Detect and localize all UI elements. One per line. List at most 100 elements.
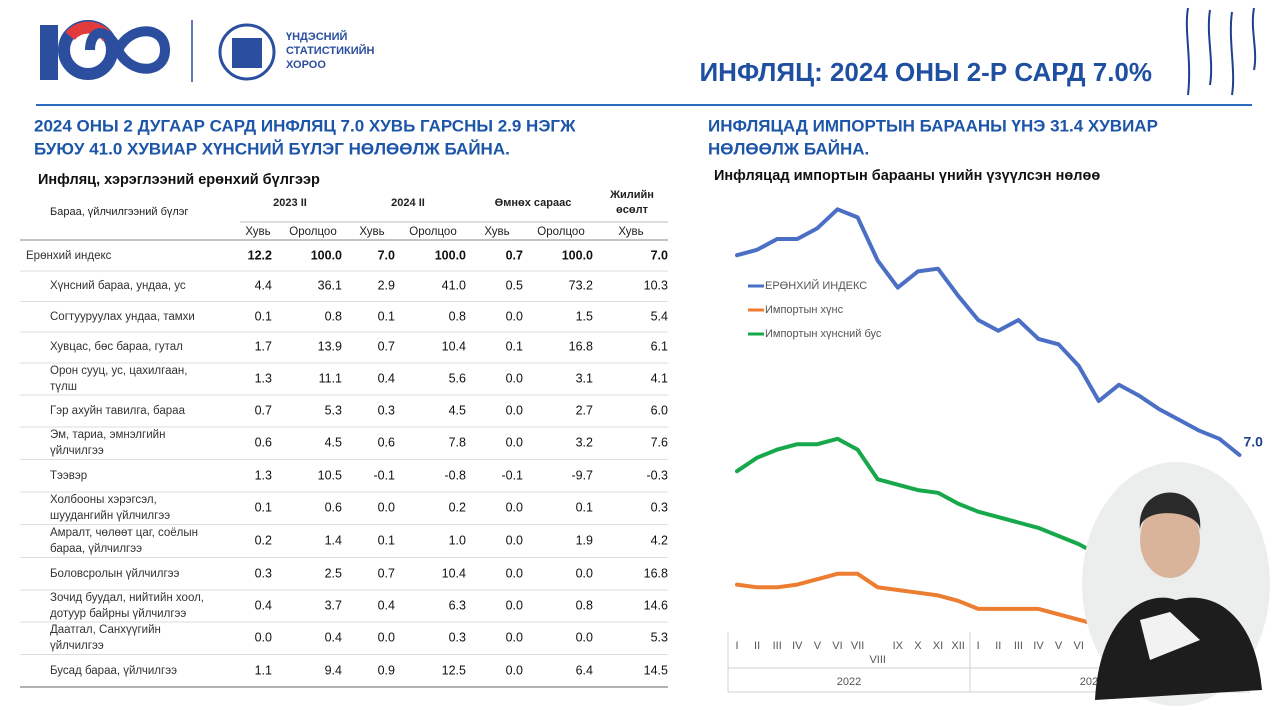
cell: 100.0	[562, 248, 593, 262]
cell: 4.5	[449, 403, 466, 417]
interpreter-video	[1082, 462, 1270, 706]
row-label: Бусад бараа, үйлчилгээ	[50, 665, 177, 677]
legend-label: ЕРӨНХИЙ ИНДЕКС	[765, 279, 867, 292]
cell: 0.4	[255, 598, 272, 612]
cell: 6.4	[576, 663, 593, 677]
cell: 0.7	[255, 403, 272, 417]
cell: 0.6	[255, 435, 272, 449]
x-tick-label: II	[754, 640, 760, 652]
cell: 2.7	[576, 403, 593, 417]
cell: 0.0	[506, 309, 523, 323]
cell: 0.7	[506, 248, 523, 262]
cell: 1.3	[255, 371, 272, 385]
cell: 0.3	[651, 500, 668, 514]
logo	[40, 20, 276, 82]
cell: 3.2	[576, 435, 593, 449]
x-tick-label: IV	[792, 640, 803, 652]
cell: 0.5	[506, 278, 523, 292]
row-label: Холбооны хэрэгсэл,	[50, 494, 157, 506]
cell: 0.0	[506, 566, 523, 580]
cell: 4.2	[651, 533, 668, 547]
column-subheader: Хувь	[245, 226, 270, 238]
cell: 2.9	[378, 278, 395, 292]
cell: 16.8	[644, 566, 668, 580]
row-label: бараа, үйлчилгээ	[50, 543, 142, 555]
x-tick-label: VI	[832, 640, 842, 652]
cell: -9.7	[571, 468, 593, 482]
cell: 0.0	[506, 371, 523, 385]
cell: 1.5	[576, 309, 593, 323]
cell: 0.0	[506, 598, 523, 612]
cell: 41.0	[442, 278, 466, 292]
cell: 0.9	[378, 663, 395, 677]
cell: 0.8	[449, 309, 466, 323]
cell: 0.6	[325, 500, 342, 514]
row-label: үйлчилгээ	[50, 445, 104, 457]
row-label: дотуур байрны үйлчилгээ	[50, 608, 186, 620]
row-label: Согтууруулах ундаа, тамхи	[50, 311, 195, 323]
cell: 4.4	[255, 278, 272, 292]
row-label: Ерөнхий индекс	[26, 250, 112, 262]
agency-name: ҮНДЭСНИЙ	[286, 30, 348, 43]
cell: 0.1	[506, 339, 523, 353]
year-label: 2022	[837, 676, 861, 688]
cell: 6.3	[449, 598, 466, 612]
cell: 0.7	[378, 566, 395, 580]
row-label: үйлчилгээ	[50, 640, 104, 652]
row-label: Боловсролын үйлчилгээ	[50, 568, 180, 580]
cell: 14.6	[644, 598, 668, 612]
agency-name: СТАТИСТИКИЙН	[286, 44, 375, 57]
column-subheader: Хувь	[484, 226, 509, 238]
x-tick-label: I	[977, 640, 980, 652]
cell: 0.1	[378, 309, 395, 323]
column-subheader: Хувь	[359, 226, 384, 238]
x-tick-label: XII	[951, 640, 964, 652]
row-label: Эм, тариа, эмнэлгийн	[50, 429, 165, 441]
row-label: Хувцас, бөс бараа, гутал	[50, 341, 183, 353]
cell: 13.9	[318, 339, 342, 353]
cell: 36.1	[318, 278, 342, 292]
cell: 7.8	[449, 435, 466, 449]
cell: 10.5	[318, 468, 342, 482]
data-label: 7.0	[1244, 434, 1264, 450]
column-header: Бараа, үйлчилгээний бүлэг	[50, 206, 188, 218]
row-label: Орон сууц, ус, цахилгаан,	[50, 365, 187, 377]
cell: 4.5	[325, 435, 342, 449]
cell: 0.1	[378, 533, 395, 547]
cell: 5.6	[449, 371, 466, 385]
cell: 0.3	[378, 403, 395, 417]
cell: 0.4	[378, 371, 395, 385]
column-header: 2024 II	[391, 197, 425, 209]
cell: 7.0	[651, 248, 668, 262]
cell: -0.8	[444, 468, 466, 482]
cell: 100.0	[311, 248, 342, 262]
table-title: Инфляц, хэрэглээний ерөнхий бүлгээр	[38, 172, 320, 188]
x-tick-label: V	[814, 640, 822, 652]
series-line	[735, 207, 1242, 457]
cell: 10.3	[644, 278, 668, 292]
cell: 0.3	[449, 630, 466, 644]
cell: 10.4	[442, 339, 466, 353]
cell: 0.0	[506, 663, 523, 677]
series-line	[735, 436, 1101, 557]
row-label: Гэр ахуйн тавилга, бараа	[50, 405, 186, 417]
column-header: Өмнөх сараас	[495, 197, 572, 209]
cell: 0.1	[255, 309, 272, 323]
x-tick-label: III	[773, 640, 782, 652]
cell: 10.4	[442, 566, 466, 580]
row-label: Амралт, чөлөөт цаг, соёлын	[50, 527, 198, 539]
cell: 1.9	[576, 533, 593, 547]
cell: 0.0	[506, 500, 523, 514]
agency-name: ХОРОО	[286, 59, 326, 71]
cell: 0.6	[378, 435, 395, 449]
x-tick-label: III	[1014, 640, 1023, 652]
row-label: Зочид буудал, нийтийн хоол,	[50, 592, 204, 604]
row-label: Даатгал, Санхүүгийн	[50, 624, 161, 636]
cell: 0.0	[506, 435, 523, 449]
cell: 14.5	[644, 663, 668, 677]
cell: 0.0	[576, 566, 593, 580]
x-tick-label: VII	[851, 640, 864, 652]
cell: 1.3	[255, 468, 272, 482]
x-tick-label: V	[1055, 640, 1063, 652]
